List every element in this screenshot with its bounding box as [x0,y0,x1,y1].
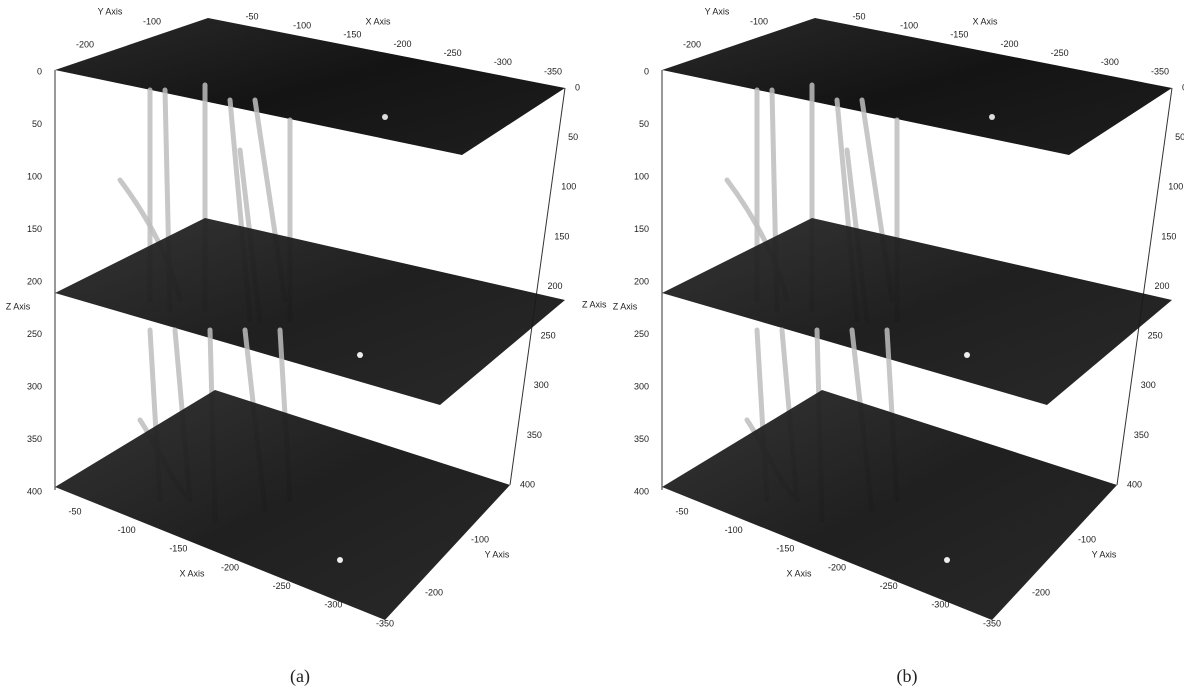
y-axis-title: Y Axis [705,6,730,16]
y-axis-title: Y Axis [1092,549,1117,559]
z-tick-right: 200 [1155,281,1170,291]
bottom-x-tick: -200 [221,562,239,572]
top-x-tick: -350 [544,66,562,76]
z-tick-right: 400 [1127,479,1142,489]
y-axis-title: Y Axis [98,6,123,16]
top-x-tick: -200 [1000,39,1018,49]
z-tick-right: 200 [548,281,563,291]
bottom-x-tick: -150 [169,544,187,554]
bottom-y-tick: -200 [1032,587,1050,597]
bottom-y-tick: -100 [1078,534,1096,544]
top-x-tick: -50 [245,11,258,21]
top-x-tick: -250 [444,48,462,58]
x-axis-title: X Axis [365,16,391,26]
top-x-tick: -100 [900,21,918,31]
z-axis-title: Z Axis [613,301,638,311]
bottom-x-tick: -300 [931,600,949,610]
z-tick-left: 350 [27,434,42,444]
top-x-tick: -150 [950,30,968,40]
bottom-x-tick: -300 [324,600,342,610]
z-tick-right: 100 [1168,182,1183,192]
top-y-tick: -200 [76,39,94,49]
top-x-tick: -150 [343,30,361,40]
z-tick-right: 300 [534,380,549,390]
z-tick-left: 150 [634,224,649,234]
top-x-tick: -250 [1051,48,1069,58]
z-tick-right: 400 [520,479,535,489]
top-x-tick: -300 [1101,57,1119,67]
z-tick-left: 50 [639,119,649,129]
bottom-x-tick: -350 [376,618,394,628]
z-tick-left: 200 [634,276,649,286]
top-x-tick: -200 [393,39,411,49]
z-tick-right: 50 [568,132,578,142]
z-tick-left: 250 [27,329,42,339]
x-axis-title: X Axis [179,568,205,578]
z-tick-left: 0 [644,66,649,76]
bottom-x-tick: -200 [828,562,846,572]
bottom-x-tick: -100 [725,525,743,535]
z-tick-left: 350 [634,434,649,444]
z-tick-right: 350 [1134,430,1149,440]
z-tick-right: 50 [1175,132,1184,142]
top-x-tick: -100 [293,21,311,31]
z-tick-left: 0 [37,66,42,76]
z-axis-title: Z Axis [582,299,607,309]
z-tick-right: 250 [541,331,556,341]
z-tick-right: 150 [554,231,569,241]
bottom-x-tick: -50 [68,506,81,516]
z-tick-left: 150 [27,224,42,234]
bottom-y-tick: -200 [425,587,443,597]
top-x-tick: -350 [1151,66,1169,76]
top-y-tick: -200 [683,39,701,49]
caption: (b) [897,666,918,687]
bottom-y-tick: -100 [471,534,489,544]
top-y-tick: -100 [143,16,161,26]
z-tick-left: 400 [27,486,42,496]
bottom-x-tick: -250 [273,581,291,591]
z-tick-right: 300 [1141,380,1156,390]
bottom-x-tick: -150 [776,544,794,554]
top-x-tick: -300 [494,57,512,67]
z-tick-right: 350 [527,430,542,440]
z-tick-left: 250 [634,329,649,339]
x-axis-title: X Axis [972,16,998,26]
z-tick-right: 100 [561,182,576,192]
z-tick-right: 250 [1148,331,1163,341]
z-tick-left: 100 [27,171,42,181]
bottom-x-tick: -350 [983,618,1001,628]
y-axis-title: Y Axis [485,549,510,559]
top-y-tick: -100 [750,16,768,26]
z-tick-left: 50 [32,119,42,129]
z-tick-left: 300 [27,381,42,391]
bottom-x-tick: -250 [880,581,898,591]
top-x-tick: -50 [852,11,865,21]
z-axis-title: Z Axis [6,301,31,311]
z-tick-left: 200 [27,276,42,286]
z-tick-left: 400 [634,486,649,496]
z-tick-left: 300 [634,381,649,391]
z-tick-right: 150 [1161,231,1176,241]
caption: (a) [290,666,310,687]
page: {"panels": [ {"caption": "(a)", "axes": … [0,0,1184,695]
bottom-x-tick: -50 [675,506,688,516]
figure: 0 50 100 150 200 250 300 350 400 0 50 100 150 200 250 3… [0,0,1184,695]
z-tick-left: 100 [634,171,649,181]
z-tick-right: 0 [575,82,580,92]
x-axis-title: X Axis [786,568,812,578]
bottom-x-tick: -100 [118,525,136,535]
